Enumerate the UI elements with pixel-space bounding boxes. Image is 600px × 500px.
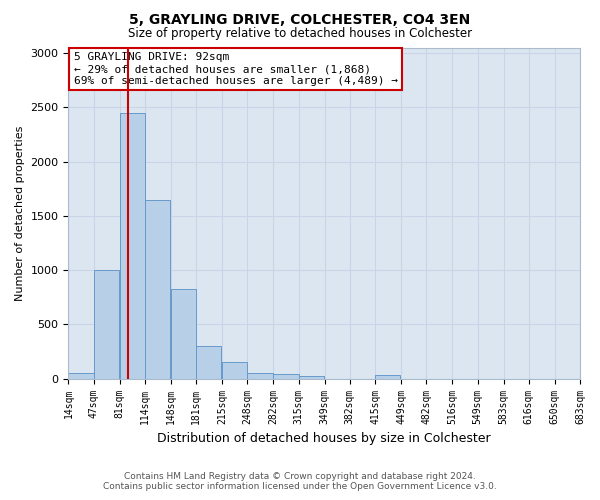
Bar xyxy=(222,362,247,378)
Text: Size of property relative to detached houses in Colchester: Size of property relative to detached ho… xyxy=(128,28,472,40)
Bar xyxy=(119,112,145,378)
Bar xyxy=(94,270,119,378)
Text: 5 GRAYLING DRIVE: 92sqm
← 29% of detached houses are smaller (1,868)
69% of semi: 5 GRAYLING DRIVE: 92sqm ← 29% of detache… xyxy=(74,52,398,86)
Bar xyxy=(274,374,299,378)
Bar xyxy=(196,346,221,378)
Bar xyxy=(247,372,272,378)
Bar xyxy=(145,200,170,378)
Bar xyxy=(68,372,94,378)
Text: Contains HM Land Registry data © Crown copyright and database right 2024.
Contai: Contains HM Land Registry data © Crown c… xyxy=(103,472,497,491)
Text: 5, GRAYLING DRIVE, COLCHESTER, CO4 3EN: 5, GRAYLING DRIVE, COLCHESTER, CO4 3EN xyxy=(130,12,470,26)
X-axis label: Distribution of detached houses by size in Colchester: Distribution of detached houses by size … xyxy=(157,432,491,445)
Bar xyxy=(171,288,196,378)
Bar xyxy=(375,376,400,378)
Y-axis label: Number of detached properties: Number of detached properties xyxy=(15,126,25,301)
Bar xyxy=(299,376,324,378)
